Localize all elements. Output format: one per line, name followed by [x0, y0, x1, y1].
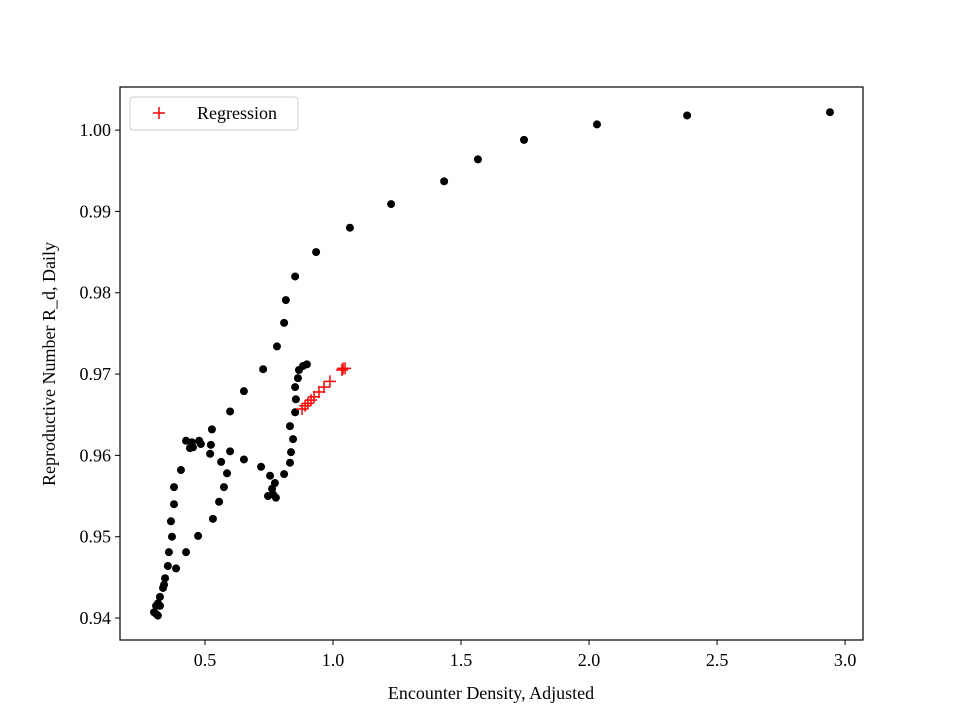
x-tick-label: 3.0 — [834, 650, 857, 670]
point — [194, 531, 203, 540]
point — [266, 471, 275, 480]
point — [302, 360, 311, 369]
point — [208, 514, 217, 523]
point — [387, 200, 396, 209]
point — [150, 608, 159, 617]
point — [226, 447, 235, 456]
point — [166, 517, 175, 526]
point — [219, 483, 228, 492]
point — [291, 383, 300, 392]
plus-marker — [299, 399, 312, 412]
point — [155, 592, 164, 601]
point — [281, 296, 290, 305]
x-tick-label: 1.5 — [450, 650, 473, 670]
point — [182, 548, 191, 557]
point — [185, 444, 194, 453]
y-tick-label: 0.98 — [80, 283, 112, 303]
plus-marker — [335, 364, 348, 377]
x-tick-label: 1.0 — [322, 650, 345, 670]
y-tick-label: 0.94 — [80, 608, 112, 628]
x-tick-label: 2.5 — [706, 650, 729, 670]
y-tick-label: 0.97 — [80, 364, 112, 384]
point — [272, 342, 281, 351]
point — [223, 469, 232, 478]
y-axis-label: Reproductive Number R_d, Daily — [39, 242, 59, 486]
point — [167, 532, 176, 541]
point — [206, 440, 215, 449]
point — [293, 374, 302, 383]
legend-label: Regression — [197, 103, 277, 123]
point — [161, 574, 170, 583]
point — [440, 177, 449, 186]
point — [592, 120, 601, 129]
legend-box — [129, 96, 299, 131]
point — [312, 248, 321, 257]
x-tick-label: 2.0 — [578, 650, 601, 670]
point — [289, 435, 298, 444]
point — [473, 155, 482, 164]
plus-marker — [308, 390, 321, 403]
point — [176, 466, 185, 475]
x-axis-label: Encounter Density, Adjusted — [388, 683, 594, 703]
y-tick-label: 1.00 — [80, 120, 112, 140]
plus-marker — [318, 381, 331, 394]
point — [217, 457, 226, 466]
point — [170, 483, 179, 492]
plus-marker — [153, 107, 165, 119]
plot-frame — [119, 86, 864, 641]
point — [825, 108, 834, 117]
plus-marker — [312, 385, 325, 398]
point — [163, 561, 172, 570]
point — [215, 497, 224, 506]
y-tick-label: 0.95 — [80, 527, 112, 547]
point — [164, 548, 173, 557]
y-tick-label: 0.96 — [80, 445, 112, 465]
point — [286, 458, 295, 467]
point — [259, 365, 268, 374]
point — [280, 318, 289, 327]
point — [155, 601, 164, 610]
point — [257, 462, 266, 471]
point — [196, 440, 205, 449]
x-tick-label: 0.5 — [194, 650, 217, 670]
point — [286, 422, 295, 431]
plus-marker — [323, 375, 336, 388]
point — [172, 564, 181, 573]
point — [226, 407, 235, 416]
point — [520, 135, 529, 144]
plus-marker — [337, 362, 350, 375]
point — [287, 448, 296, 457]
point — [207, 425, 216, 434]
point — [170, 500, 179, 509]
point — [683, 111, 692, 120]
y-tick-label: 0.99 — [80, 201, 112, 221]
point — [271, 493, 280, 502]
point — [291, 408, 300, 417]
point — [239, 387, 248, 396]
point — [291, 272, 300, 281]
point — [280, 470, 289, 479]
point — [206, 449, 215, 458]
point — [159, 583, 168, 592]
point — [291, 395, 300, 404]
point — [239, 455, 248, 464]
point — [345, 223, 354, 232]
